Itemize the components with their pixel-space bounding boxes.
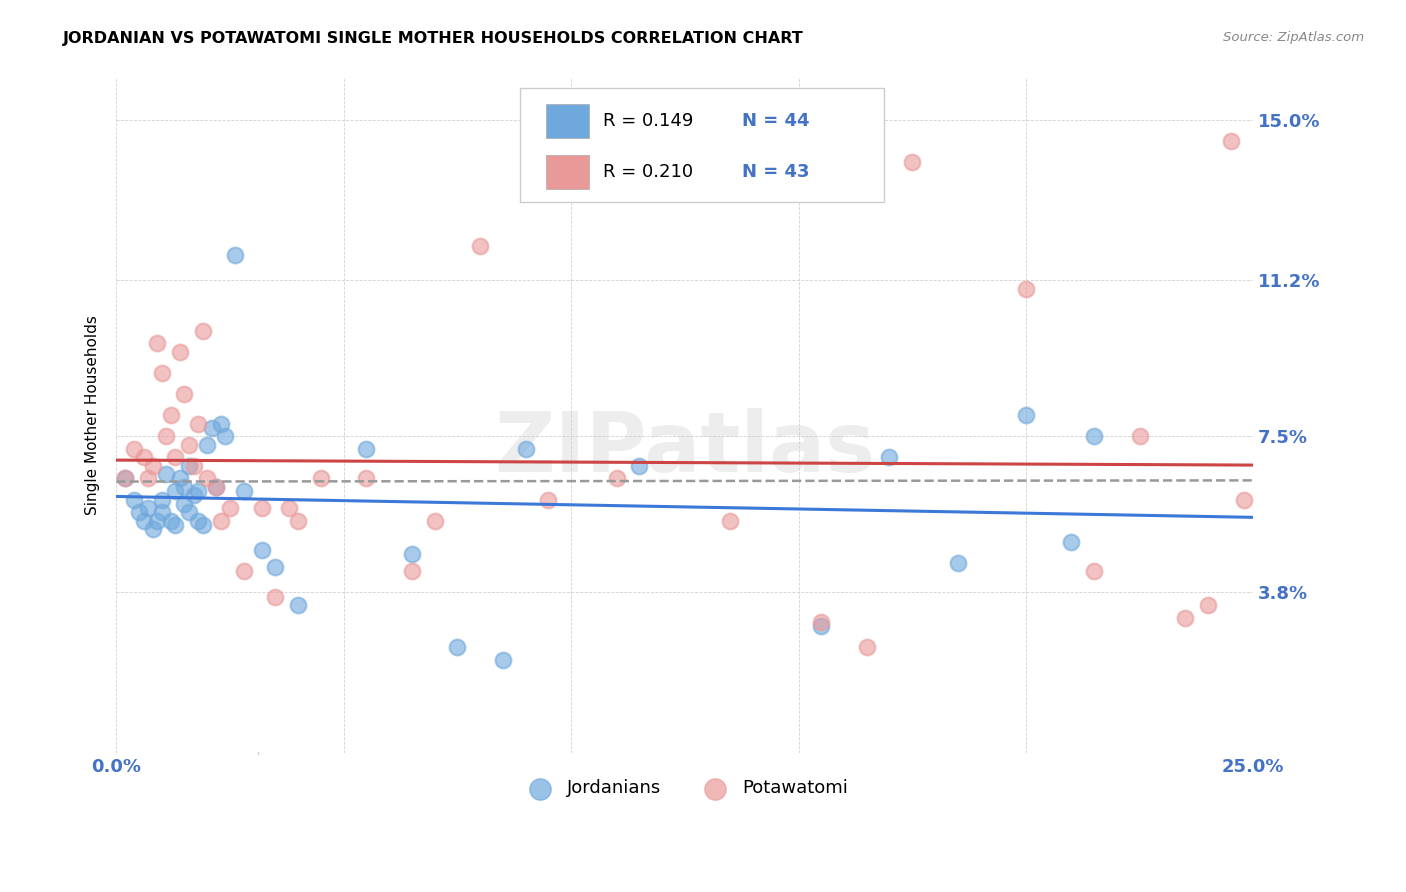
Point [492, 653, 515, 667]
Point [250, 543, 273, 558]
Point [946, 556, 969, 570]
Point [810, 619, 832, 633]
Point [401, 565, 423, 579]
Point [165, 484, 187, 499]
Point [177, 438, 200, 452]
Point [195, 471, 218, 485]
Point [209, 417, 232, 431]
Point [1219, 134, 1241, 148]
Point [146, 336, 169, 351]
Point [224, 248, 246, 262]
FancyBboxPatch shape [520, 87, 884, 202]
Point [205, 480, 228, 494]
Point [356, 442, 378, 456]
Point [264, 560, 287, 574]
Point [264, 590, 287, 604]
Point [165, 450, 187, 465]
Point [173, 480, 195, 494]
Point [173, 387, 195, 401]
Point [219, 501, 242, 516]
Point [183, 488, 205, 502]
Point [278, 501, 301, 516]
Point [114, 471, 136, 485]
Point [205, 480, 228, 494]
Point [155, 429, 177, 443]
Point [177, 458, 200, 473]
Text: R = 0.210: R = 0.210 [603, 163, 693, 181]
Point [1197, 598, 1219, 612]
Point [191, 517, 214, 532]
Point [287, 598, 309, 612]
Point [169, 344, 191, 359]
Point [132, 450, 155, 465]
Point [214, 429, 236, 443]
Point [195, 438, 218, 452]
FancyBboxPatch shape [546, 103, 589, 138]
Point [177, 505, 200, 519]
Point [901, 154, 924, 169]
Legend: Jordanians, Potawatomi: Jordanians, Potawatomi [515, 772, 855, 805]
Text: R = 0.149: R = 0.149 [603, 112, 693, 130]
Text: N = 44: N = 44 [741, 112, 810, 130]
Point [287, 514, 309, 528]
Point [1233, 492, 1256, 507]
Point [114, 471, 136, 485]
Point [187, 514, 209, 528]
Point [201, 421, 224, 435]
Point [1015, 408, 1038, 422]
Point [173, 497, 195, 511]
Point [136, 501, 159, 516]
Point [468, 239, 491, 253]
Point [1174, 611, 1197, 625]
Point [606, 471, 628, 485]
Point [128, 505, 150, 519]
Point [810, 615, 832, 629]
Point [150, 366, 173, 380]
Point [855, 640, 877, 655]
Point [446, 640, 468, 655]
Point [423, 514, 446, 528]
Point [142, 458, 165, 473]
Point [160, 408, 183, 422]
Point [879, 450, 901, 465]
Point [187, 484, 209, 499]
Point [132, 514, 155, 528]
Point [209, 514, 232, 528]
Point [1060, 534, 1083, 549]
Point [183, 458, 205, 473]
Point [136, 471, 159, 485]
Text: Source: ZipAtlas.com: Source: ZipAtlas.com [1223, 31, 1364, 45]
Point [150, 492, 173, 507]
Point [169, 471, 191, 485]
Point [232, 484, 254, 499]
Point [142, 522, 165, 536]
Point [1083, 565, 1105, 579]
Point [187, 417, 209, 431]
Text: N = 43: N = 43 [741, 163, 810, 181]
Point [232, 565, 254, 579]
Point [165, 517, 187, 532]
FancyBboxPatch shape [546, 154, 589, 189]
Point [1015, 281, 1038, 295]
Y-axis label: Single Mother Households: Single Mother Households [86, 315, 100, 515]
Point [515, 442, 537, 456]
Point [191, 324, 214, 338]
Point [628, 458, 651, 473]
Point [146, 514, 169, 528]
Point [309, 471, 332, 485]
Point [250, 501, 273, 516]
Point [537, 492, 560, 507]
Point [1083, 429, 1105, 443]
Text: ZIPatlas: ZIPatlas [495, 409, 876, 490]
Point [124, 442, 146, 456]
Point [160, 514, 183, 528]
Point [124, 492, 146, 507]
Point [150, 505, 173, 519]
Point [401, 548, 423, 562]
Point [155, 467, 177, 482]
Point [356, 471, 378, 485]
Point [718, 514, 741, 528]
Point [1129, 429, 1152, 443]
Text: JORDANIAN VS POTAWATOMI SINGLE MOTHER HOUSEHOLDS CORRELATION CHART: JORDANIAN VS POTAWATOMI SINGLE MOTHER HO… [63, 31, 804, 46]
